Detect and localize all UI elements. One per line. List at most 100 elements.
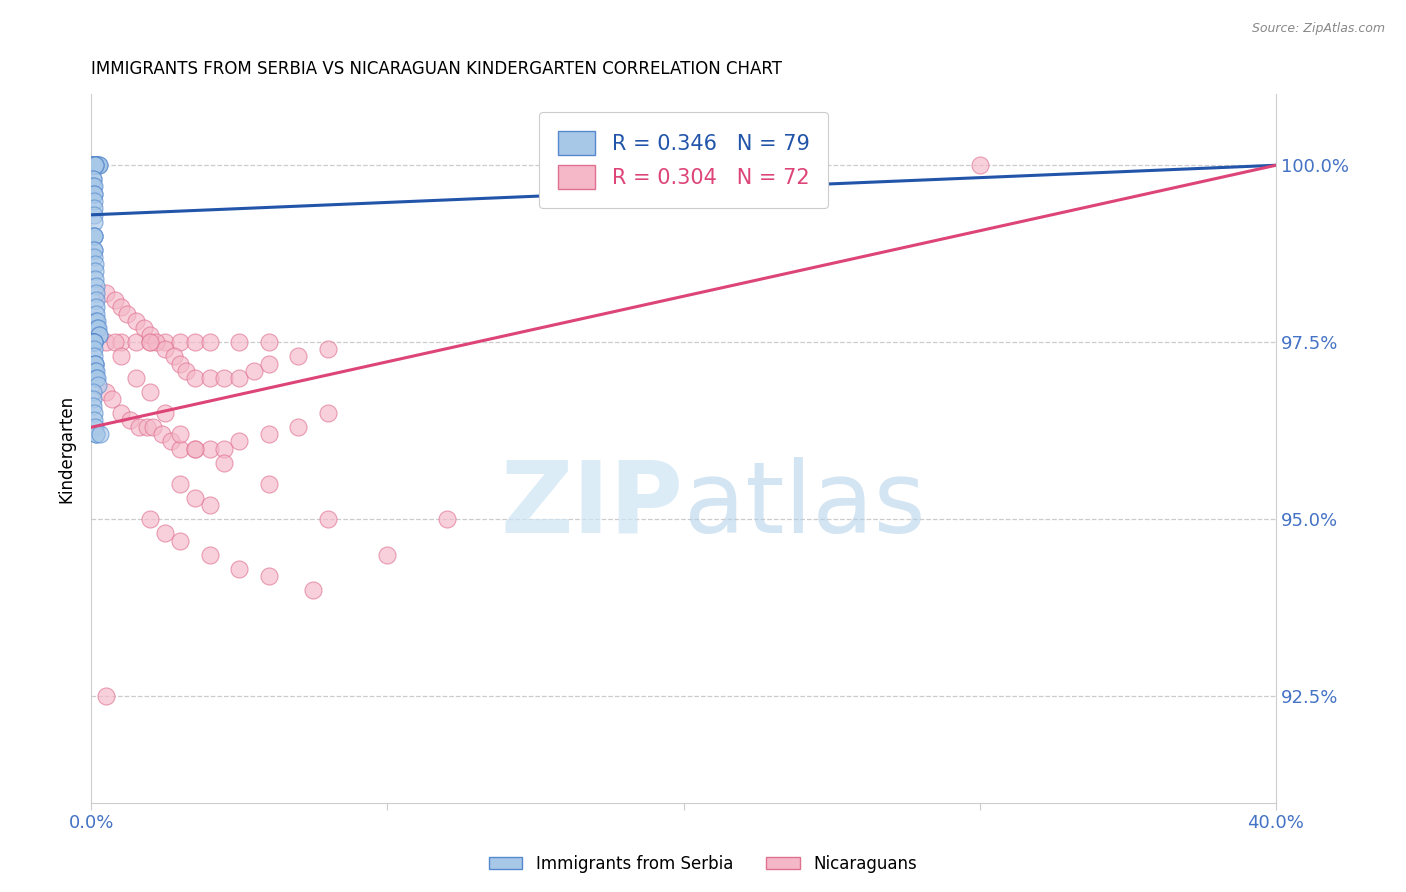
Point: [153, 526, 176, 541]
Point: [316, 406, 339, 420]
Point: [83, 413, 105, 427]
Point: [160, 434, 183, 449]
Point: [169, 477, 191, 491]
Point: [82, 158, 104, 172]
Point: [198, 548, 221, 562]
Point: [110, 300, 132, 314]
Point: [184, 335, 207, 350]
Point: [86, 314, 108, 328]
Text: Source: ZipAtlas.com: Source: ZipAtlas.com: [1251, 22, 1385, 36]
Point: [86, 370, 108, 384]
Point: [83, 158, 105, 172]
Point: [153, 406, 176, 420]
Point: [83, 201, 105, 215]
Point: [228, 370, 250, 384]
Point: [969, 158, 991, 172]
Point: [87, 158, 110, 172]
Point: [139, 335, 162, 350]
Point: [257, 569, 280, 583]
Point: [184, 370, 207, 384]
Point: [214, 442, 236, 456]
Point: [83, 208, 105, 222]
Point: [83, 158, 105, 172]
Point: [169, 335, 191, 350]
Point: [86, 427, 108, 442]
Point: [83, 215, 105, 229]
Point: [128, 420, 150, 434]
Point: [94, 690, 117, 704]
Point: [84, 363, 107, 377]
Point: [316, 512, 339, 526]
Point: [134, 321, 156, 335]
Point: [82, 335, 104, 350]
Point: [153, 343, 176, 357]
Point: [198, 335, 221, 350]
Point: [83, 406, 105, 420]
Point: [83, 229, 105, 244]
Point: [124, 335, 146, 350]
Point: [86, 158, 108, 172]
Point: [198, 370, 221, 384]
Point: [82, 335, 104, 350]
Point: [82, 158, 104, 172]
Point: [94, 285, 117, 300]
Point: [145, 335, 167, 350]
Point: [139, 512, 162, 526]
Point: [84, 300, 107, 314]
Point: [86, 158, 108, 172]
Point: [302, 583, 325, 598]
Y-axis label: Kindergarten: Kindergarten: [58, 394, 75, 502]
Point: [214, 456, 236, 470]
Point: [228, 562, 250, 576]
Point: [82, 384, 104, 399]
Point: [257, 427, 280, 442]
Text: ZIP: ZIP: [501, 457, 683, 554]
Point: [83, 244, 105, 258]
Point: [110, 406, 132, 420]
Point: [89, 158, 111, 172]
Point: [83, 158, 105, 172]
Point: [174, 363, 197, 377]
Point: [115, 307, 138, 321]
Point: [83, 158, 105, 172]
Point: [83, 229, 105, 244]
Point: [83, 271, 105, 285]
Point: [184, 442, 207, 456]
Point: [436, 512, 458, 526]
Point: [287, 350, 309, 364]
Point: [257, 335, 280, 350]
Point: [136, 420, 159, 434]
Point: [86, 307, 108, 321]
Point: [84, 357, 107, 371]
Point: [214, 370, 236, 384]
Point: [124, 370, 146, 384]
Point: [142, 420, 165, 434]
Point: [82, 158, 104, 172]
Point: [287, 420, 309, 434]
Point: [82, 335, 104, 350]
Point: [139, 328, 162, 343]
Point: [82, 335, 104, 350]
Point: [84, 285, 107, 300]
Point: [83, 158, 105, 172]
Point: [228, 335, 250, 350]
Point: [124, 314, 146, 328]
Point: [83, 335, 105, 350]
Point: [377, 548, 399, 562]
Point: [84, 158, 107, 172]
Point: [86, 314, 108, 328]
Point: [257, 477, 280, 491]
Point: [83, 186, 105, 201]
Point: [169, 357, 191, 371]
Point: [84, 293, 107, 307]
Point: [163, 350, 186, 364]
Point: [139, 384, 162, 399]
Point: [94, 384, 117, 399]
Point: [84, 363, 107, 377]
Point: [104, 293, 127, 307]
Point: [84, 278, 107, 293]
Point: [86, 377, 108, 392]
Point: [228, 434, 250, 449]
Point: [198, 498, 221, 512]
Legend: Immigrants from Serbia, Nicaraguans: Immigrants from Serbia, Nicaraguans: [482, 848, 924, 880]
